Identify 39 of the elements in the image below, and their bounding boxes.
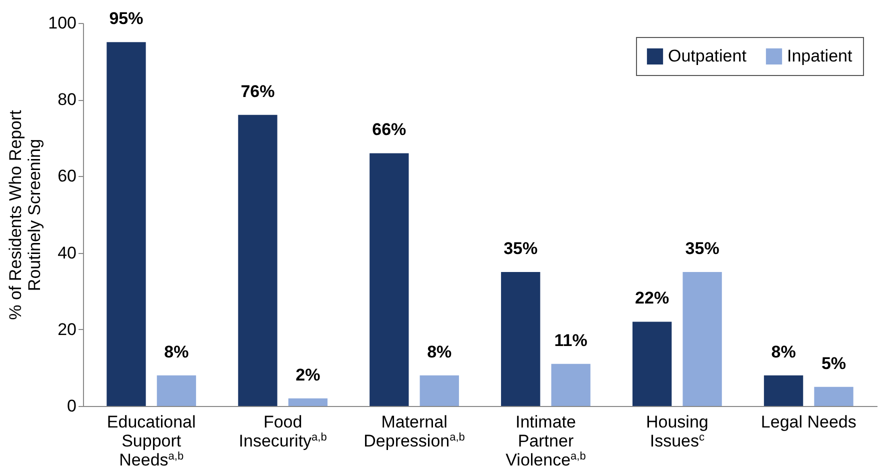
bar [551,364,590,406]
bar [288,398,328,406]
data-label: 5% [821,354,846,373]
x-tick-label: Educational Support Needs$^{a,b}$ [106,412,196,470]
y-tick-label: 80 [58,90,76,110]
bar [501,272,540,406]
data-label: 35% [504,238,538,258]
bar [238,114,278,406]
bar [682,272,722,406]
x-tick-label: Intimate Partner Violence$^{a,b}$ [506,412,586,470]
data-label: 76% [240,82,275,101]
legend-label: Outpatient [668,46,747,66]
x-tick-label: Housing Issues$^{c}$ [646,412,708,450]
y-tick-label: 0 [67,396,76,416]
bar [814,386,854,406]
data-label: 8% [771,342,796,362]
x-tick-label: Legal Needs [760,412,856,432]
y-tick-label: 20 [58,320,76,339]
bar [764,375,804,406]
data-label: 11% [554,330,588,350]
y-tick-label: 100 [48,14,76,32]
x-tick-label: Food Insecurity$^{a,b}$ [238,412,327,450]
bar [632,322,672,406]
data-label: 95% [109,9,144,28]
bar [156,375,196,406]
data-label: 66% [372,120,406,140]
y-axis-title: % of Residents Who Report Routinely Screening [6,110,44,320]
bar [106,42,146,406]
data-label: 2% [296,365,320,384]
legend-label: Inpatient [787,46,852,66]
bar [370,153,409,406]
data-label: 22% [635,288,670,308]
y-tick-label: 40 [58,243,76,262]
data-label: 8% [427,342,452,362]
x-tick-label: Maternal Depression$^{a,b}$ [364,412,465,450]
bar [420,375,459,406]
data-label: 8% [164,342,189,362]
data-label: 35% [685,238,720,258]
y-tick-label: 60 [58,166,76,186]
